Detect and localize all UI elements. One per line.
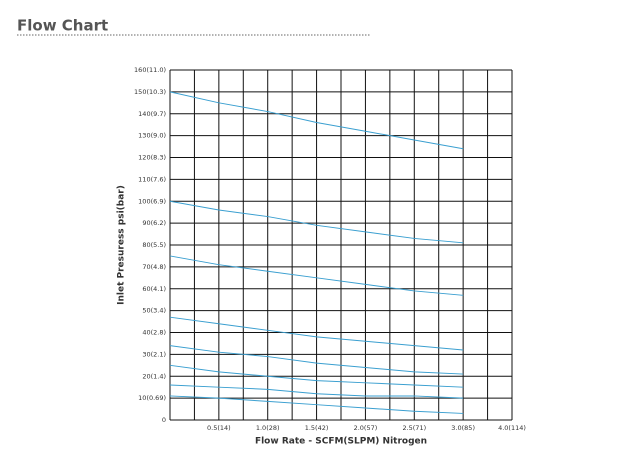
y-tick-label: 120(8.3) (138, 154, 166, 162)
y-tick-label: 60(4.1) (142, 285, 166, 293)
y-tick-label: 30(2.1) (142, 350, 166, 358)
x-tick-label: 1.0(28) (256, 424, 280, 432)
chart-title: Flow Chart (17, 17, 108, 35)
series-line (169, 200, 464, 244)
y-tick-label: 150(10.3) (134, 88, 166, 96)
y-axis-label: Inlet Presuress psi(bar) (117, 185, 127, 305)
y-tick-label: 0 (162, 416, 166, 424)
x-tick-label: 4.0(114) (498, 424, 526, 432)
series-line (169, 345, 464, 375)
x-tick-label: 2.5(71) (402, 424, 426, 432)
x-axis-label: Flow Rate - SCFM(SLPM) Nitrogen (255, 437, 427, 447)
series-line (169, 255, 464, 296)
y-tick-label: 50(3.4) (142, 307, 166, 315)
series-line (169, 91, 464, 150)
y-tick-label: 70(4.8) (142, 263, 166, 271)
x-tick-label: 2.0(57) (354, 424, 378, 432)
y-tick-label: 80(5.5) (142, 241, 166, 249)
y-tick-label: 100(6.9) (138, 197, 166, 205)
x-tick-label: 1.5(42) (305, 424, 329, 432)
y-tick-label: 90(6.2) (142, 219, 166, 227)
series-line (169, 384, 464, 399)
y-tick-label: 20(1.4) (142, 372, 166, 380)
y-tick-label: 10(0.69) (138, 394, 166, 402)
y-tick-label: 160(11.0) (134, 66, 166, 74)
y-tick-label: 110(7.6) (138, 175, 166, 183)
x-tick-label: 0.5(14) (207, 424, 231, 432)
x-tick-label: 3.0(85) (451, 424, 475, 432)
y-tick-label: 130(9.0) (138, 132, 166, 140)
series-line (169, 395, 464, 414)
y-tick-label: 140(9.7) (138, 110, 166, 118)
series-line (169, 364, 464, 388)
series-line (169, 316, 464, 351)
y-tick-label: 40(2.8) (142, 329, 166, 337)
